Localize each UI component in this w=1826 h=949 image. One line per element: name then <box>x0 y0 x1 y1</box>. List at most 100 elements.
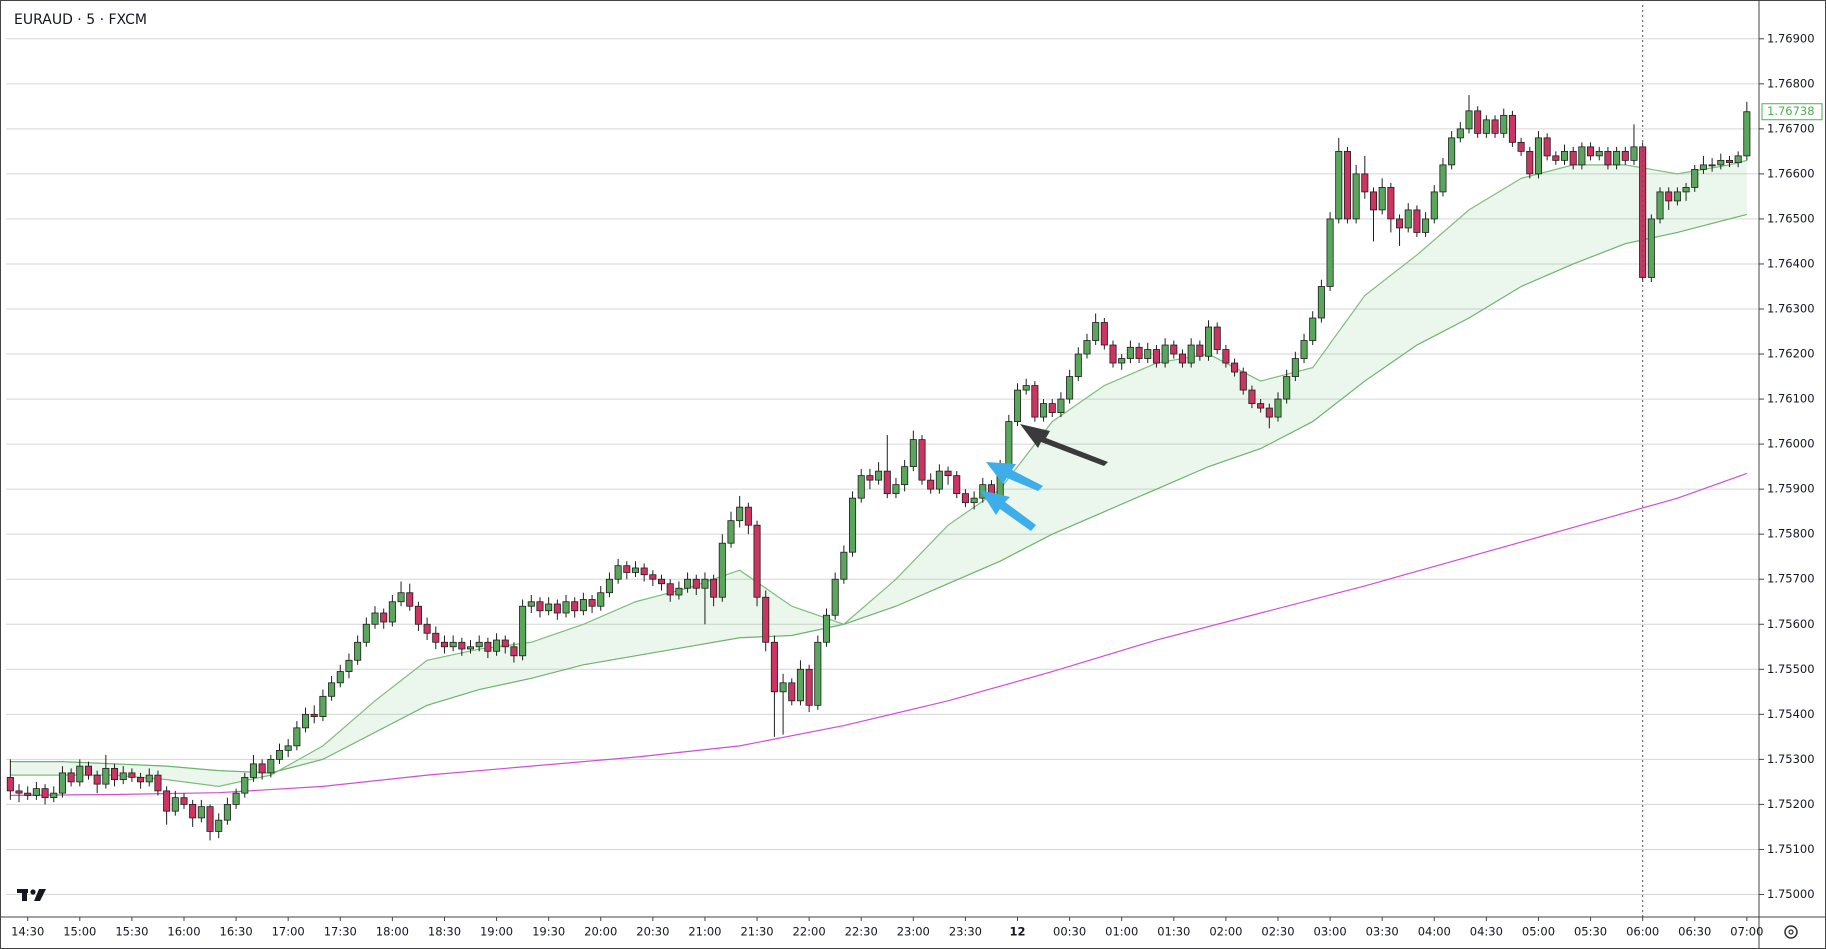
candle-body <box>1656 191 1664 220</box>
candle-body <box>1682 186 1690 193</box>
candle-body <box>710 578 718 598</box>
candle-body <box>397 592 405 603</box>
y-tick-label: 1.75100 <box>1767 842 1815 856</box>
candle-body <box>215 819 223 832</box>
candle-body <box>588 599 596 607</box>
candle-body <box>1231 362 1239 373</box>
candle-body <box>241 776 249 794</box>
candle-body <box>744 506 752 526</box>
candle-body <box>1309 317 1317 341</box>
candle-body <box>944 470 952 477</box>
x-tick-label: 05:30 <box>1574 925 1607 939</box>
candle-body <box>1465 110 1473 130</box>
x-tick-label: 15:00 <box>63 925 96 939</box>
x-tick-label: 17:30 <box>324 925 357 939</box>
candle-body <box>258 763 266 774</box>
logo <box>17 889 46 901</box>
candle-body <box>883 470 891 495</box>
candle-body <box>1213 326 1221 350</box>
candle-body <box>1031 385 1039 418</box>
candle-body <box>1257 403 1265 409</box>
candle-body <box>1074 353 1082 377</box>
y-tick-label: 1.75000 <box>1767 887 1815 901</box>
candle-body <box>753 524 761 598</box>
y-tick-label: 1.75600 <box>1767 617 1815 631</box>
candle-body <box>718 542 726 598</box>
candle-body <box>1118 358 1126 364</box>
x-tick-label: 06:30 <box>1678 925 1711 939</box>
candle-body <box>1500 114 1508 134</box>
candle-body <box>736 506 744 522</box>
candle-body <box>354 641 362 661</box>
candle-body <box>536 601 544 612</box>
arrow-blue <box>980 490 1036 531</box>
candle-body <box>1361 173 1369 193</box>
y-tick-label: 1.75300 <box>1767 752 1815 766</box>
x-tick-label: 03:00 <box>1314 925 1347 939</box>
candle-body <box>1040 403 1048 418</box>
candle-body <box>1725 159 1734 164</box>
candle-body <box>1543 137 1551 157</box>
candle-body <box>406 592 414 607</box>
indicator-line <box>10 213 1747 774</box>
candle-body <box>111 767 119 781</box>
candle-body <box>814 641 822 706</box>
candle-body <box>145 774 153 783</box>
candle-body <box>1587 146 1595 157</box>
candle-body <box>727 520 735 544</box>
candle-body <box>1265 407 1273 418</box>
gear[interactable] <box>1784 925 1798 939</box>
candle-body <box>1057 398 1065 413</box>
x-tick-label: 16:00 <box>167 925 200 939</box>
candle-body <box>128 772 136 778</box>
settings-icon[interactable] <box>1784 925 1798 939</box>
candle-body <box>180 797 188 805</box>
candle-body <box>701 578 709 589</box>
x-tick-label: 05:00 <box>1522 925 1555 939</box>
candle-body <box>319 695 327 717</box>
y-tick-label: 1.76700 <box>1767 121 1815 135</box>
candle-body <box>501 639 509 648</box>
candle-body <box>466 646 475 650</box>
candle-body <box>1717 159 1725 166</box>
candle-body <box>1300 340 1308 359</box>
candle-body <box>1691 168 1699 188</box>
candle-body <box>649 574 657 580</box>
candle-body <box>1048 403 1056 413</box>
candle-body <box>458 641 466 650</box>
candle-body <box>1005 421 1013 468</box>
candle-body <box>423 623 431 634</box>
candle-body <box>1369 191 1378 211</box>
candle-body <box>684 578 692 589</box>
candle-body <box>849 497 857 553</box>
candle-body <box>927 479 935 490</box>
candle-body <box>918 439 926 481</box>
logo-part <box>34 889 46 901</box>
candle-body <box>1439 164 1447 193</box>
x-tick-label: 04:30 <box>1470 925 1503 939</box>
candle-body <box>901 466 909 486</box>
candle-body <box>102 767 110 785</box>
x-tick-label: 16:30 <box>220 925 253 939</box>
candle-body <box>788 682 796 702</box>
candle-layer <box>6 95 1751 841</box>
candle-body <box>1621 150 1629 161</box>
candle-body <box>631 567 640 573</box>
candle-body <box>1456 128 1464 139</box>
x-tick-label: 02:30 <box>1261 925 1294 939</box>
x-tick-label: 14:30 <box>11 925 44 939</box>
candle-body <box>831 578 839 616</box>
x-tick-label: 21:00 <box>688 925 721 939</box>
y-tick-label: 1.75800 <box>1767 527 1815 541</box>
candle-body <box>1508 114 1516 143</box>
candle-body <box>1196 344 1204 357</box>
candle-body <box>1378 186 1386 211</box>
candle-body <box>605 578 613 594</box>
candle-body <box>545 603 553 612</box>
indicator-line <box>10 472 1748 796</box>
candle-body <box>475 641 483 648</box>
y-tick-label: 1.75700 <box>1767 572 1815 586</box>
candle-body <box>1665 191 1673 202</box>
candle-body <box>1560 150 1569 161</box>
candle-body <box>380 612 388 623</box>
